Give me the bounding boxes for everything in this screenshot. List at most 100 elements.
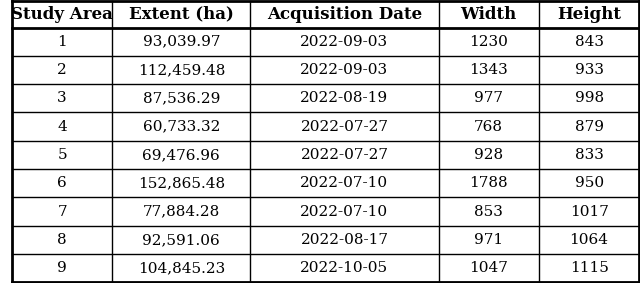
Bar: [539, 197, 639, 226]
Bar: [539, 226, 639, 254]
Bar: [12, 84, 113, 112]
Bar: [250, 27, 438, 56]
Bar: [438, 226, 539, 254]
Text: 879: 879: [575, 120, 604, 134]
Text: 1064: 1064: [570, 233, 609, 247]
Text: 2022-07-10: 2022-07-10: [300, 205, 388, 218]
Text: 2022-07-27: 2022-07-27: [300, 148, 388, 162]
Bar: [113, 169, 250, 197]
Bar: [12, 1, 113, 27]
Bar: [113, 112, 250, 141]
Bar: [113, 226, 250, 254]
Text: 2022-07-27: 2022-07-27: [300, 120, 388, 134]
Bar: [113, 254, 250, 282]
Bar: [12, 169, 113, 197]
Text: Height: Height: [557, 6, 621, 23]
Text: 998: 998: [575, 91, 604, 105]
Bar: [113, 141, 250, 169]
Text: 92,591.06: 92,591.06: [143, 233, 220, 247]
Text: Width: Width: [461, 6, 517, 23]
Text: 93,039.97: 93,039.97: [143, 35, 220, 49]
Bar: [539, 84, 639, 112]
Bar: [539, 254, 639, 282]
Text: 2022-08-17: 2022-08-17: [300, 233, 388, 247]
Bar: [438, 84, 539, 112]
Bar: [113, 27, 250, 56]
Bar: [250, 112, 438, 141]
Text: 112,459.48: 112,459.48: [138, 63, 225, 77]
Text: 2: 2: [57, 63, 67, 77]
Text: 971: 971: [474, 233, 503, 247]
Text: 928: 928: [474, 148, 503, 162]
Text: 87,536.29: 87,536.29: [143, 91, 220, 105]
Text: 843: 843: [575, 35, 604, 49]
Bar: [12, 27, 113, 56]
Bar: [12, 226, 113, 254]
Text: 1343: 1343: [469, 63, 508, 77]
Text: 152,865.48: 152,865.48: [138, 176, 225, 190]
Bar: [250, 84, 438, 112]
Text: Acquisition Date: Acquisition Date: [267, 6, 422, 23]
Bar: [539, 112, 639, 141]
Text: 6: 6: [57, 176, 67, 190]
Text: 5: 5: [58, 148, 67, 162]
Text: 853: 853: [474, 205, 503, 218]
Text: Extent (ha): Extent (ha): [129, 6, 234, 23]
Text: 60,733.32: 60,733.32: [143, 120, 220, 134]
Text: 933: 933: [575, 63, 604, 77]
Bar: [250, 197, 438, 226]
Bar: [438, 1, 539, 27]
Bar: [250, 56, 438, 84]
Bar: [113, 84, 250, 112]
Text: 3: 3: [58, 91, 67, 105]
Bar: [113, 1, 250, 27]
Text: 1230: 1230: [469, 35, 508, 49]
Text: 833: 833: [575, 148, 604, 162]
Text: Study Area: Study Area: [12, 6, 113, 23]
Bar: [250, 254, 438, 282]
Bar: [438, 112, 539, 141]
Bar: [539, 56, 639, 84]
Text: 7: 7: [58, 205, 67, 218]
Bar: [438, 169, 539, 197]
Text: 2022-09-03: 2022-09-03: [300, 35, 388, 49]
Text: 104,845.23: 104,845.23: [138, 261, 225, 275]
Bar: [12, 141, 113, 169]
Text: 2022-10-05: 2022-10-05: [300, 261, 388, 275]
Bar: [438, 141, 539, 169]
Text: 1: 1: [57, 35, 67, 49]
Bar: [113, 56, 250, 84]
Text: 9: 9: [57, 261, 67, 275]
Text: 1047: 1047: [469, 261, 508, 275]
Bar: [12, 112, 113, 141]
Bar: [539, 141, 639, 169]
Text: 977: 977: [474, 91, 503, 105]
Text: 4: 4: [57, 120, 67, 134]
Bar: [438, 56, 539, 84]
Bar: [250, 141, 438, 169]
Text: 2022-08-19: 2022-08-19: [300, 91, 388, 105]
Bar: [539, 27, 639, 56]
Bar: [12, 254, 113, 282]
Text: 1788: 1788: [469, 176, 508, 190]
Bar: [250, 226, 438, 254]
Text: 1017: 1017: [570, 205, 609, 218]
Bar: [12, 197, 113, 226]
Text: 1115: 1115: [570, 261, 609, 275]
Bar: [539, 1, 639, 27]
Bar: [12, 56, 113, 84]
Bar: [113, 197, 250, 226]
Bar: [438, 197, 539, 226]
Text: 2022-07-10: 2022-07-10: [300, 176, 388, 190]
Text: 2022-09-03: 2022-09-03: [300, 63, 388, 77]
Text: 950: 950: [575, 176, 604, 190]
Bar: [438, 254, 539, 282]
Bar: [250, 1, 438, 27]
Bar: [438, 27, 539, 56]
Text: 768: 768: [474, 120, 503, 134]
Text: 8: 8: [58, 233, 67, 247]
Bar: [250, 169, 438, 197]
Bar: [539, 169, 639, 197]
Text: 77,884.28: 77,884.28: [143, 205, 220, 218]
Text: 69,476.96: 69,476.96: [143, 148, 220, 162]
